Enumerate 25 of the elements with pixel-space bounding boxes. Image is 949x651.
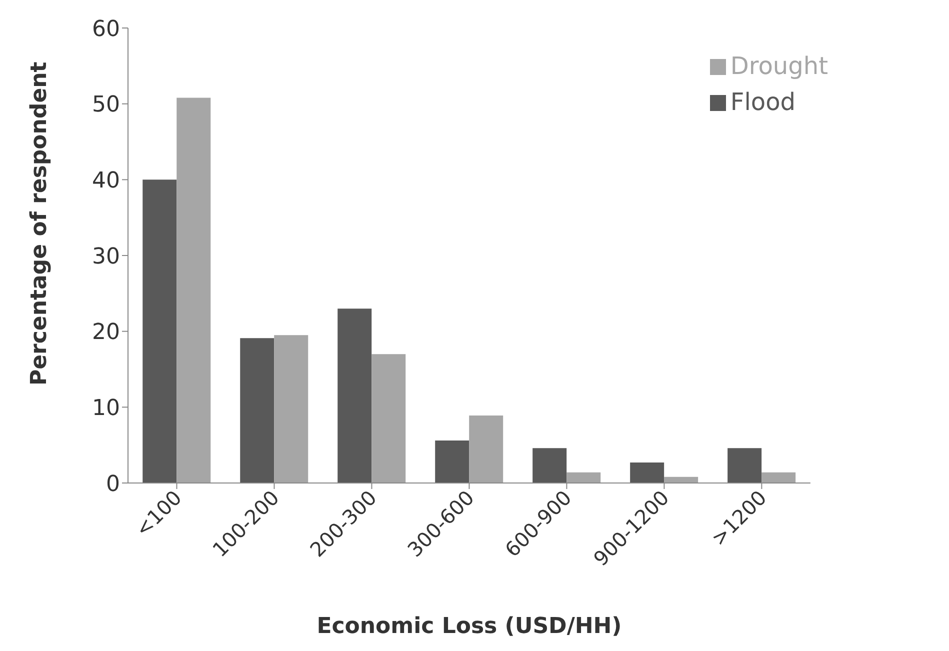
- y-tick-label: 40: [92, 168, 120, 194]
- y-tick-label: 50: [92, 92, 120, 118]
- x-axis-title: Economic Loss (USD/HH): [316, 614, 622, 639]
- bar: [664, 476, 698, 483]
- bar: [274, 335, 308, 483]
- legend-label: Flood: [730, 88, 796, 116]
- bar: [240, 338, 274, 483]
- y-tick-label: 0: [106, 472, 120, 497]
- bar: [566, 472, 601, 483]
- bar: [630, 462, 664, 483]
- legend-label: Drought: [730, 52, 828, 80]
- bar: [728, 448, 762, 483]
- y-tick-label: 20: [92, 320, 120, 346]
- bar: [372, 354, 406, 483]
- y-tick-label: 60: [92, 16, 120, 42]
- bar: [142, 180, 177, 483]
- bar: [762, 472, 796, 483]
- bar: [435, 440, 470, 483]
- bar: [176, 98, 211, 483]
- y-tick-label: 10: [92, 396, 120, 421]
- bar: [338, 308, 372, 483]
- y-tick-label: 30: [92, 244, 120, 270]
- bar: [469, 416, 504, 483]
- y-axis-title: Percentage of respondent: [26, 61, 52, 386]
- bar: [532, 448, 567, 483]
